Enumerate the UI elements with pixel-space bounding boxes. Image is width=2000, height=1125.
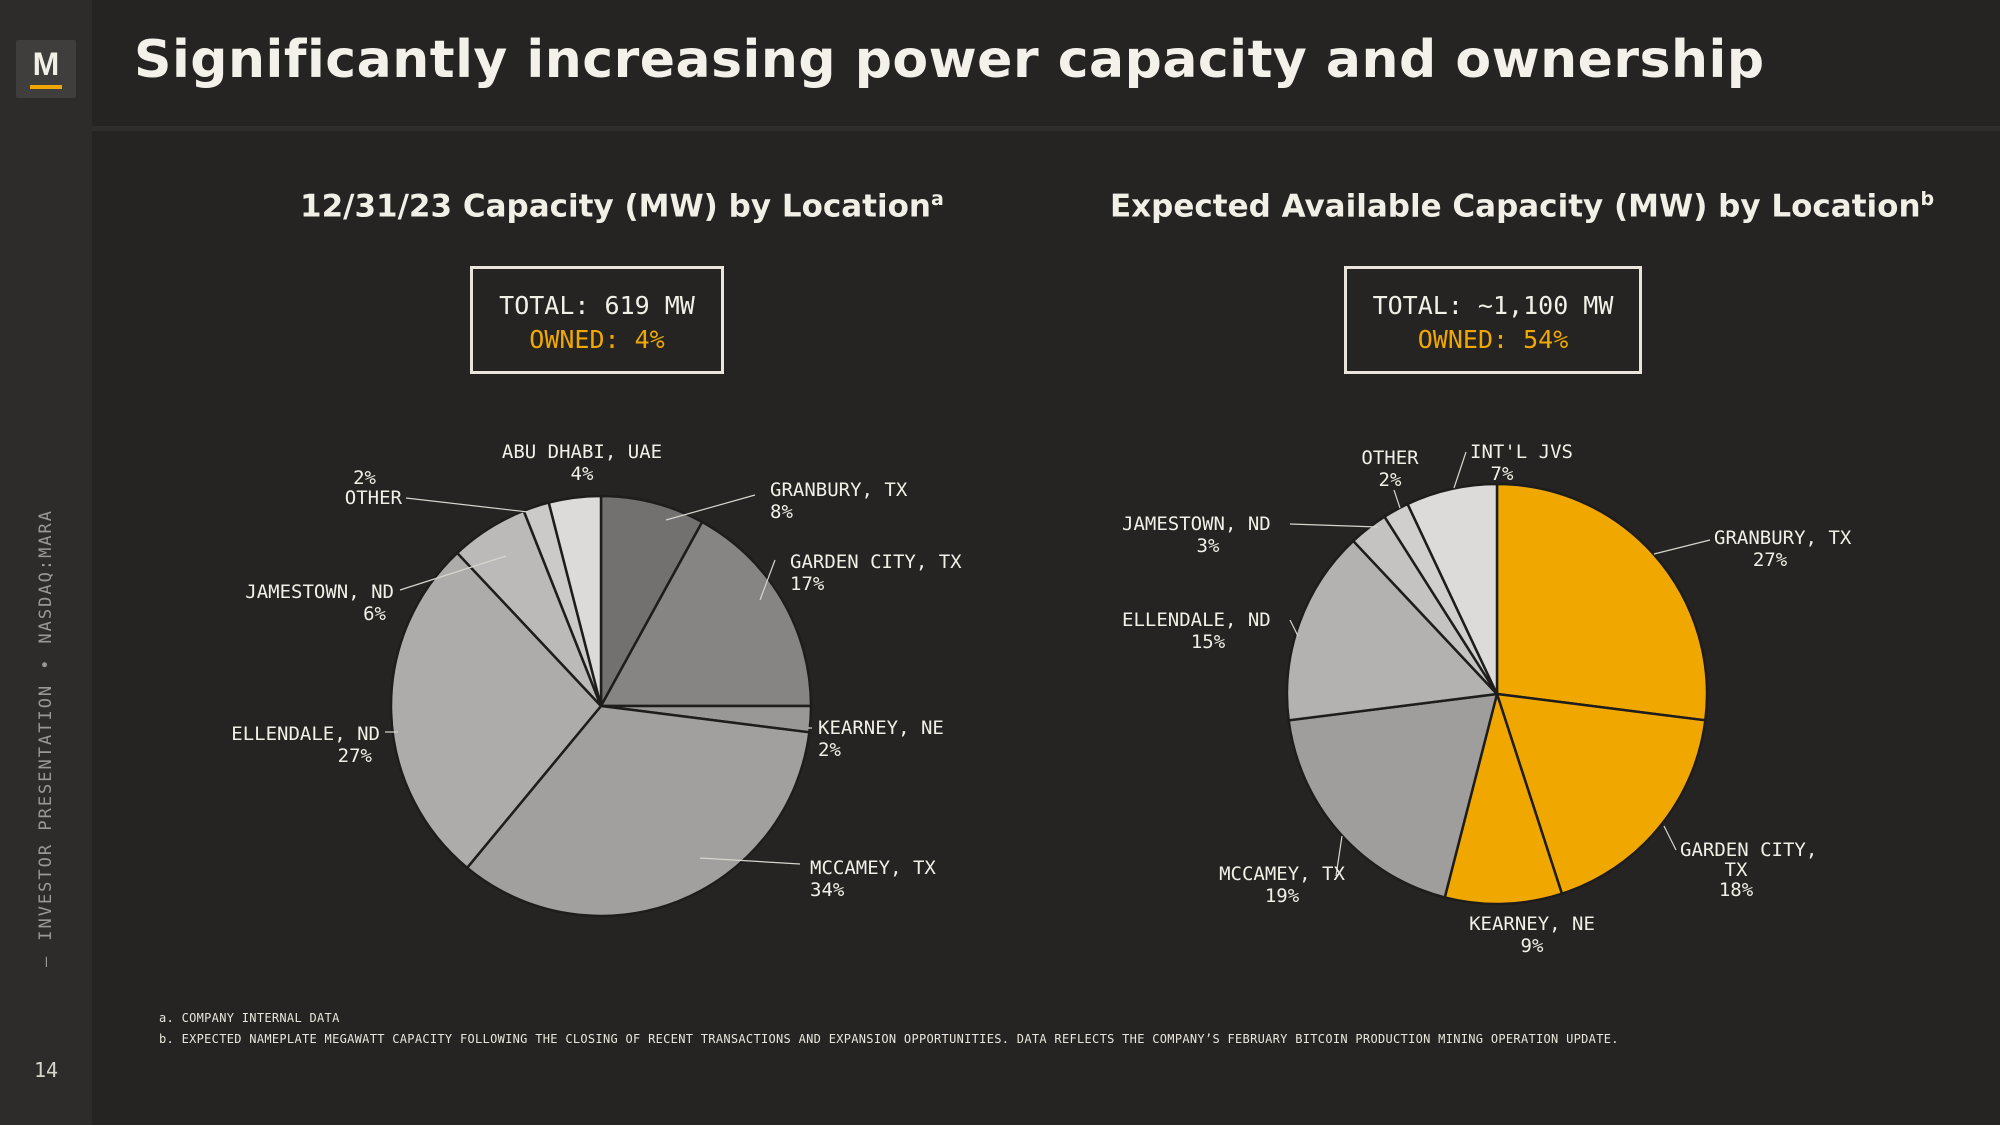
chart-1-slice-ellendale-nd — [389, 551, 603, 870]
chart-2-title: Expected Available Capacity (MW) by Loca… — [1110, 188, 1934, 224]
chart-2-leader-int-l-jvs — [1453, 451, 1467, 489]
chart-2-label-garden-city-tx-line2: TX — [1725, 859, 1748, 881]
chart-1-leader-other — [405, 497, 529, 513]
chart-1-title: 12/31/23 Capacity (MW) by Locationa — [300, 188, 944, 224]
chart-2-total-box: TOTAL: ~1,100 MW OWNED: 54% — [1344, 266, 1642, 374]
chart-1-leader-garden-city-tx — [759, 559, 776, 601]
chart-2-label-int-l-jvs: INT'L JVS — [1470, 441, 1573, 463]
chart-1-total-box: TOTAL: 619 MW OWNED: 4% — [470, 266, 724, 374]
chart-2-slice-granbury-tx — [1495, 482, 1709, 722]
chart-2-label-ellendale-nd: ELLENDALE, ND — [1122, 609, 1271, 631]
chart-1-pct-ellendale-nd: 27% — [338, 745, 373, 767]
page-number: 14 — [33, 1058, 59, 1082]
chart-1-slice-garden-city-tx — [598, 520, 813, 708]
chart-2-pct-other: 2% — [1379, 469, 1402, 491]
chart-1-total: TOTAL: 619 MW — [499, 291, 695, 320]
chart-1-pct-kearney-ne: 2% — [818, 739, 841, 761]
chart-2-leader-ellendale-nd — [1289, 619, 1299, 637]
chart-2-slice-ellendale-nd — [1285, 539, 1500, 722]
chart-1-leader-granbury-tx — [665, 494, 756, 521]
chart-2-slice-kearney-ne — [1443, 689, 1564, 906]
chart-2-title-text: Expected Available Capacity (MW) by Loca… — [1110, 188, 1921, 225]
chart-1-label-jamestown-nd: JAMESTOWN, ND — [245, 581, 394, 603]
footnote-a: a. COMPANY INTERNAL DATA — [159, 1011, 340, 1025]
chart-2-label-granbury-tx: GRANBURY, TX — [1714, 527, 1852, 549]
chart-1-owned: OWNED: 4% — [529, 325, 665, 354]
chart-2-label-mccamey-tx: MCCAMEY, TX — [1219, 863, 1345, 885]
chart-2-total: TOTAL: ~1,100 MW — [1372, 291, 1614, 320]
chart-1-slice-granbury-tx — [599, 494, 704, 707]
chart-1-pct-abu-dhabi-uae: 4% — [571, 463, 594, 485]
logo-letter: M — [32, 46, 60, 82]
chart-1-label-mccamey-tx: MCCAMEY, TX — [810, 857, 936, 879]
chart-1-label-ellendale-nd: ELLENDALE, ND — [231, 723, 380, 745]
chart-2-pct-int-l-jvs: 7% — [1491, 463, 1514, 485]
chart-1-pct-other: 2% — [353, 467, 376, 489]
brand-logo: M — [16, 40, 76, 98]
footnote-b: b. EXPECTED NAMEPLATE MEGAWATT CAPACITY … — [159, 1032, 1619, 1046]
chart-1-label-garden-city-tx: GARDEN CITY, TX — [790, 551, 962, 573]
chart-2-pct-kearney-ne: 9% — [1521, 935, 1544, 957]
chart-2-leader-other — [1393, 489, 1401, 509]
chart-2-pct-mccamey-tx: 19% — [1265, 885, 1300, 907]
chart-2-label-kearney-ne: KEARNEY, NE — [1469, 913, 1595, 935]
chart-1-pct-granbury-tx: 8% — [770, 501, 793, 523]
chart-1-label-granbury-tx: GRANBURY, TX — [770, 479, 908, 501]
chart-1-pct-mccamey-tx: 34% — [810, 879, 845, 901]
chart-2-leader-mccamey-tx — [1335, 835, 1343, 877]
chart-1-label-other: OTHER — [345, 487, 403, 509]
chart-1-leader-jamestown-nd — [399, 555, 507, 591]
chart-1-slice-mccamey-tx — [465, 704, 811, 918]
chart-1-label-abu-dhabi-uae: ABU DHABI, UAE — [502, 441, 662, 463]
chart-2-pct-ellendale-nd: 15% — [1191, 631, 1226, 653]
chart-1-pct-jamestown-nd: 6% — [363, 603, 386, 625]
chart-2-label-other: OTHER — [1361, 447, 1419, 469]
chart-2-leader-garden-city-tx — [1663, 825, 1677, 851]
chart-2-pct-granbury-tx: 27% — [1753, 549, 1788, 571]
logo-accent-bar — [30, 85, 62, 89]
chart-2-leader-granbury-tx — [1653, 539, 1711, 555]
chart-2-pct-garden-city-tx: 18% — [1719, 879, 1754, 901]
chart-1-title-text: 12/31/23 Capacity (MW) by Location — [300, 188, 931, 225]
chart-2-slice-int-l-jvs — [1405, 482, 1499, 695]
chart-1-label-kearney-ne: KEARNEY, NE — [818, 717, 944, 739]
chart-2-pct-jamestown-nd: 3% — [1197, 535, 1220, 557]
chart-1-slice-abu-dhabi-uae — [547, 494, 603, 707]
chart-1-leader-mccamey-tx — [699, 857, 801, 865]
chart-2-leader-jamestown-nd — [1289, 523, 1379, 528]
page-title: Significantly increasing power capacity … — [134, 30, 1765, 90]
chart-2-label-garden-city-tx-line1: GARDEN CITY, — [1680, 839, 1817, 861]
chart-1-footnote-marker: a — [930, 188, 944, 210]
chart-2-owned: OWNED: 54% — [1417, 325, 1569, 354]
chart-2-footnote-marker: b — [1920, 188, 1935, 210]
footnotes: a. COMPANY INTERNAL DATA b. EXPECTED NAM… — [159, 1008, 1619, 1050]
chart-2-label-jamestown-nd: JAMESTOWN, ND — [1122, 513, 1271, 535]
chart-2-slice-mccamey-tx — [1287, 692, 1499, 899]
chart-1-pct-garden-city-tx: 17% — [790, 573, 825, 595]
title-divider — [92, 126, 2000, 131]
chart-2-slice-garden-city-tx — [1495, 692, 1707, 896]
sidebar: M —INVESTOR PRESENTATION•NASDAQ:MARA 14 — [0, 0, 92, 1125]
